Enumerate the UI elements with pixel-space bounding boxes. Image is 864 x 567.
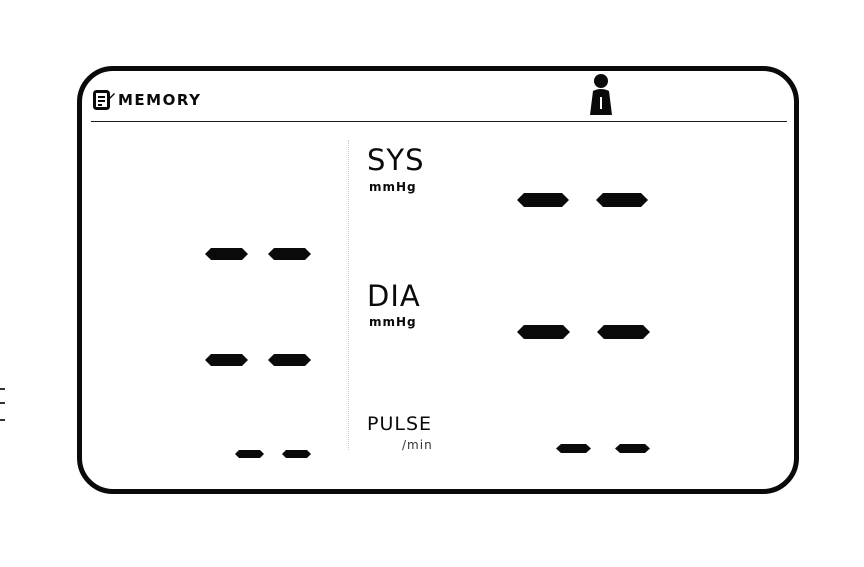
- memory-label: MEMORY: [118, 91, 202, 109]
- column-divider: [348, 140, 349, 450]
- sys-unit: mmHg: [369, 180, 417, 194]
- lcd-display-frame: [77, 66, 799, 494]
- previous-dia-blank-digits: [205, 354, 311, 366]
- user-icon: [590, 74, 612, 115]
- edge-mark: [0, 388, 5, 390]
- edge-mark: [0, 419, 5, 421]
- previous-sys-blank-digits: [205, 248, 311, 260]
- edge-mark: [0, 402, 5, 404]
- dia-label: DIA: [367, 279, 421, 313]
- memory-indicator: MEMORY: [93, 90, 201, 110]
- pulse-label: PULSE: [367, 413, 433, 435]
- dia-blank-digits: [517, 325, 650, 339]
- sys-label: SYS: [367, 143, 425, 177]
- sys-blank-digits: [517, 193, 648, 207]
- dia-unit: mmHg: [369, 315, 417, 329]
- pulse-unit: /min: [402, 438, 433, 452]
- header-divider: [91, 121, 787, 122]
- previous-pulse-blank-digits: [235, 450, 311, 458]
- memo-icon: [93, 90, 115, 110]
- pulse-blank-digits: [556, 444, 650, 453]
